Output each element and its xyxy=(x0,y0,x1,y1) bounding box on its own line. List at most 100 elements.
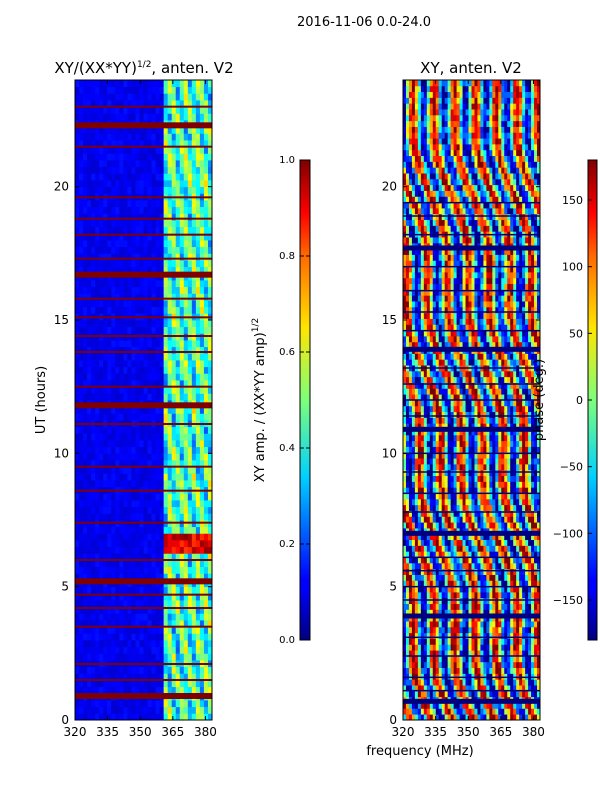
amplitude-cell xyxy=(123,526,128,534)
phase-cell xyxy=(405,277,410,285)
amplitude-cell xyxy=(107,706,112,714)
amplitude-cell xyxy=(111,453,116,461)
phase-heatmap xyxy=(403,80,540,720)
phase-cell xyxy=(405,126,410,133)
amplitude-cell xyxy=(175,460,181,468)
amplitude-cell xyxy=(155,226,161,234)
phase-cell xyxy=(411,132,416,139)
phase-cell xyxy=(414,341,419,349)
amplitude-cell xyxy=(175,326,181,334)
amplitude-cell xyxy=(203,86,209,94)
phase-cell xyxy=(411,149,416,157)
phase-cell xyxy=(408,685,413,692)
amplitude-cell xyxy=(199,560,205,568)
phase-cell xyxy=(405,336,410,343)
phase-cell xyxy=(441,318,446,325)
amplitude-cell xyxy=(155,93,161,101)
amplitude-cell xyxy=(179,706,185,714)
phase-cell xyxy=(429,138,434,145)
amplitude-cell xyxy=(143,413,148,421)
phase-cell xyxy=(405,85,410,93)
amplitude-cell xyxy=(151,700,156,708)
phase-cell xyxy=(411,178,416,186)
phase-cell xyxy=(429,359,434,366)
amplitude-cell xyxy=(175,166,181,174)
amplitude-cell xyxy=(107,180,112,188)
phase-cell xyxy=(414,702,419,709)
phase-cell xyxy=(438,184,443,191)
amplitude-cell xyxy=(99,393,104,401)
phase-cell xyxy=(414,493,419,500)
amplitude-cell xyxy=(183,640,189,648)
amplitude-cell xyxy=(119,493,124,501)
phase-cell xyxy=(441,97,446,104)
phase-cell xyxy=(403,219,407,226)
amplitude-cell xyxy=(95,646,100,654)
amplitude-cell xyxy=(91,546,96,554)
y-tick-label: 0 xyxy=(61,713,69,727)
amplitude-cell xyxy=(151,86,156,94)
phase-cell xyxy=(408,161,413,168)
phase-cell xyxy=(429,586,434,593)
phase-cell xyxy=(438,306,443,314)
amplitude-cell xyxy=(199,253,205,261)
phase-cell xyxy=(435,295,440,302)
amplitude-cell xyxy=(191,380,197,388)
amplitude-cell xyxy=(131,126,136,134)
phase-cell xyxy=(423,318,428,325)
amplitude-cell xyxy=(127,300,132,308)
amplitude-cell xyxy=(175,153,181,161)
amplitude-cell xyxy=(195,566,201,574)
amplitude-cell xyxy=(207,106,212,114)
phase-cell xyxy=(444,219,449,226)
phase-cell xyxy=(408,219,413,226)
amplitude-cell xyxy=(87,500,92,508)
amplitude-cell xyxy=(159,300,165,308)
amplitude-cell xyxy=(103,220,108,228)
phase-cell xyxy=(444,155,449,162)
phase-cell xyxy=(420,440,425,447)
phase-cell xyxy=(417,184,422,191)
amplitude-cell xyxy=(139,686,144,694)
amplitude-cell xyxy=(107,80,112,88)
amplitude-cell xyxy=(111,153,116,161)
amplitude-cell xyxy=(135,666,140,674)
amplitude-cell xyxy=(83,326,88,334)
amplitude-cell xyxy=(159,106,165,114)
phase-cell xyxy=(438,609,443,616)
amplitude-cell xyxy=(163,100,169,108)
amplitude-cell xyxy=(207,540,212,548)
amplitude-cell xyxy=(183,173,189,181)
amplitude-cell xyxy=(87,646,92,654)
phase-cell xyxy=(423,522,428,529)
phase-cell xyxy=(438,673,443,680)
amplitude-cell xyxy=(99,200,104,208)
phase-cell xyxy=(444,423,449,430)
phase-cell xyxy=(408,493,413,500)
amplitude-cell xyxy=(99,320,104,328)
amplitude-cell xyxy=(127,286,132,294)
phase-cell xyxy=(403,440,407,447)
amplitude-cell xyxy=(79,166,84,174)
amplitude-cell xyxy=(151,466,156,474)
phase-cell xyxy=(403,557,407,564)
amplitude-cell xyxy=(131,466,136,474)
amplitude-cell xyxy=(143,106,148,114)
phase-cell xyxy=(441,341,446,349)
amplitude-cell xyxy=(167,533,173,541)
amplitude-cell xyxy=(191,180,197,188)
phase-cell xyxy=(403,283,407,290)
phase-cell xyxy=(420,690,425,698)
phase-cell xyxy=(444,318,449,325)
amplitude-cell xyxy=(151,640,156,648)
phase-cell xyxy=(408,341,413,349)
amplitude-cell xyxy=(103,700,108,708)
amplitude-cell xyxy=(119,433,124,441)
phase-cell xyxy=(417,219,422,226)
amplitude-cell xyxy=(99,286,104,294)
amplitude-cell xyxy=(143,226,148,234)
x-tick-label: 380 xyxy=(194,725,217,739)
amplitude-cell xyxy=(99,533,104,541)
amplitude-cell xyxy=(123,380,128,388)
phase-cell xyxy=(429,673,434,680)
